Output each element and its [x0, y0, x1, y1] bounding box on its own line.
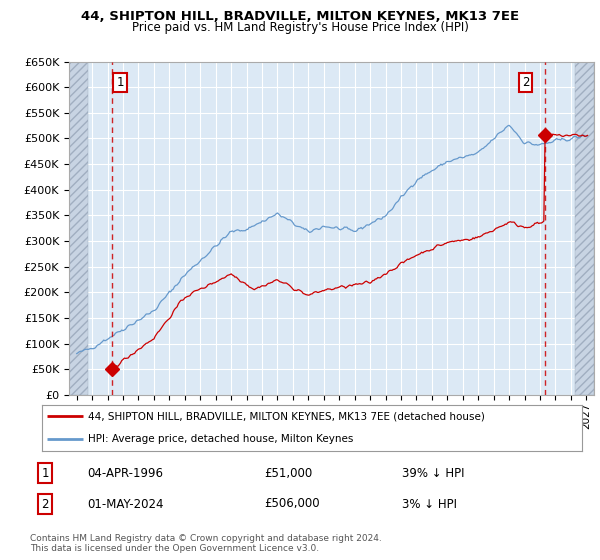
- Text: £51,000: £51,000: [264, 466, 312, 480]
- Bar: [69, 62, 88, 395]
- Text: 1: 1: [41, 466, 49, 480]
- Text: 2: 2: [522, 76, 529, 88]
- Text: 3% ↓ HPI: 3% ↓ HPI: [402, 497, 457, 511]
- Text: Price paid vs. HM Land Registry's House Price Index (HPI): Price paid vs. HM Land Registry's House …: [131, 21, 469, 34]
- Text: Contains HM Land Registry data © Crown copyright and database right 2024.
This d: Contains HM Land Registry data © Crown c…: [30, 534, 382, 553]
- Bar: [575, 62, 594, 395]
- Text: 44, SHIPTON HILL, BRADVILLE, MILTON KEYNES, MK13 7EE: 44, SHIPTON HILL, BRADVILLE, MILTON KEYN…: [81, 10, 519, 23]
- Text: 39% ↓ HPI: 39% ↓ HPI: [402, 466, 464, 480]
- Text: 1: 1: [116, 76, 124, 88]
- Text: £506,000: £506,000: [264, 497, 320, 511]
- Text: 2: 2: [41, 497, 49, 511]
- Text: HPI: Average price, detached house, Milton Keynes: HPI: Average price, detached house, Milt…: [88, 435, 353, 444]
- Text: 44, SHIPTON HILL, BRADVILLE, MILTON KEYNES, MK13 7EE (detached house): 44, SHIPTON HILL, BRADVILLE, MILTON KEYN…: [88, 412, 485, 421]
- Text: 01-MAY-2024: 01-MAY-2024: [87, 497, 163, 511]
- Text: 04-APR-1996: 04-APR-1996: [87, 466, 163, 480]
